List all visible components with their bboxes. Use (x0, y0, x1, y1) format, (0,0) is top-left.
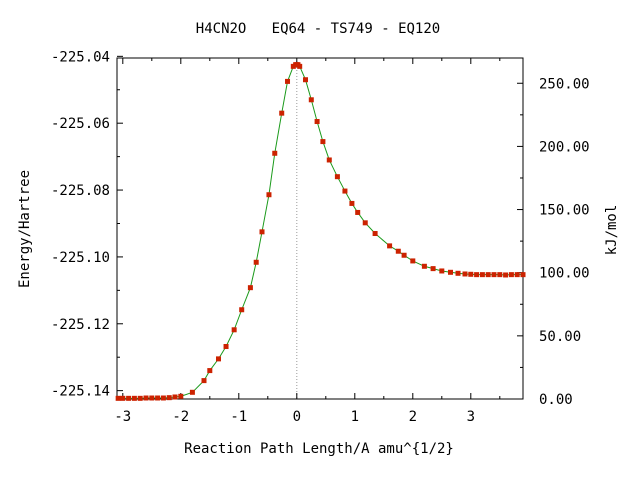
data-point (126, 395, 132, 401)
data-point (172, 394, 178, 400)
y-tick-label: -225.10 (51, 250, 110, 266)
data-point (342, 188, 348, 194)
x-axis-label: Reaction Path Length/A amu^{1/2} (184, 441, 454, 457)
y-tick-label: -225.08 (51, 183, 110, 199)
data-point (308, 97, 314, 103)
data-point (455, 270, 461, 276)
data-point (326, 157, 332, 163)
series-line (118, 64, 523, 399)
y-axis-label-right: kJ/mol (604, 205, 620, 256)
data-point (334, 174, 340, 180)
data-point (216, 356, 221, 362)
data-point (448, 269, 453, 275)
y-right-tick-label: 150.00 (539, 203, 590, 219)
y-tick-label: -225.14 (51, 384, 110, 400)
data-point (160, 395, 166, 401)
data-point (485, 272, 491, 278)
data-point (137, 395, 143, 401)
y-right-tick-label: 50.00 (539, 329, 581, 345)
x-tick-label: -3 (114, 409, 131, 425)
y-right-tick-label: 250.00 (539, 76, 590, 92)
data-point (297, 63, 303, 69)
data-point (497, 272, 503, 278)
data-point (166, 395, 172, 401)
data-point (201, 378, 207, 384)
chart-title: H4CN2O EQ64 - TS749 - EQ120 (196, 21, 440, 37)
data-point (520, 272, 526, 278)
data-point (207, 368, 213, 374)
data-point (149, 395, 155, 401)
data-point (387, 243, 393, 249)
data-point (155, 395, 161, 401)
data-point (231, 327, 237, 333)
data-point (349, 200, 355, 206)
data-point (115, 395, 121, 401)
data-point (178, 393, 184, 399)
data-point (401, 252, 407, 258)
data-point (410, 258, 416, 264)
data-point (259, 229, 265, 235)
data-point (372, 231, 378, 237)
data-point (131, 395, 137, 401)
data-point (279, 110, 285, 116)
data-point (272, 150, 278, 156)
data-point (474, 272, 480, 278)
data-point (120, 395, 126, 401)
y-right-tick-label: 200.00 (539, 139, 590, 155)
plot-area: -3 -2 -1 0 1 2 3 -225.14 -225.12 -225.10 -225.08 -2… (51, 49, 590, 425)
data-point (362, 220, 368, 226)
data-point (189, 389, 195, 395)
data-point (303, 77, 308, 83)
data-point (503, 272, 509, 278)
data-point (253, 259, 259, 265)
data-point (514, 272, 520, 278)
data-point (479, 272, 485, 278)
x-tick-label: 1 (351, 409, 359, 425)
x-tick-label: 2 (409, 409, 417, 425)
data-point (143, 395, 149, 401)
data-point (439, 268, 445, 274)
y-axis-label-left: Energy/Hartree (17, 170, 33, 288)
y-tick-label: -225.12 (51, 317, 110, 333)
x-tick-label: -1 (230, 409, 247, 425)
data-point (320, 139, 326, 145)
y-right-tick-label: 100.00 (539, 266, 590, 282)
plot-frame (116, 57, 524, 400)
x-tick-label: 3 (467, 409, 475, 425)
data-point (508, 272, 514, 278)
data-point (462, 271, 468, 277)
data-point (285, 78, 291, 84)
data-point (395, 248, 401, 254)
y-tick-label: -225.06 (51, 116, 110, 132)
data-point (239, 307, 245, 313)
y-right-tick-label: 0.00 (539, 392, 573, 408)
data-point (223, 344, 229, 350)
data-point (247, 285, 253, 291)
x-tick-label: -2 (172, 409, 189, 425)
data-point (421, 263, 427, 269)
x-tick-label: 0 (293, 409, 301, 425)
data-point (266, 192, 272, 198)
data-point (430, 266, 436, 272)
data-point (355, 209, 361, 215)
data-point (468, 271, 474, 277)
y-tick-label: -225.04 (51, 49, 110, 65)
data-point (491, 272, 497, 278)
data-point (314, 119, 320, 125)
